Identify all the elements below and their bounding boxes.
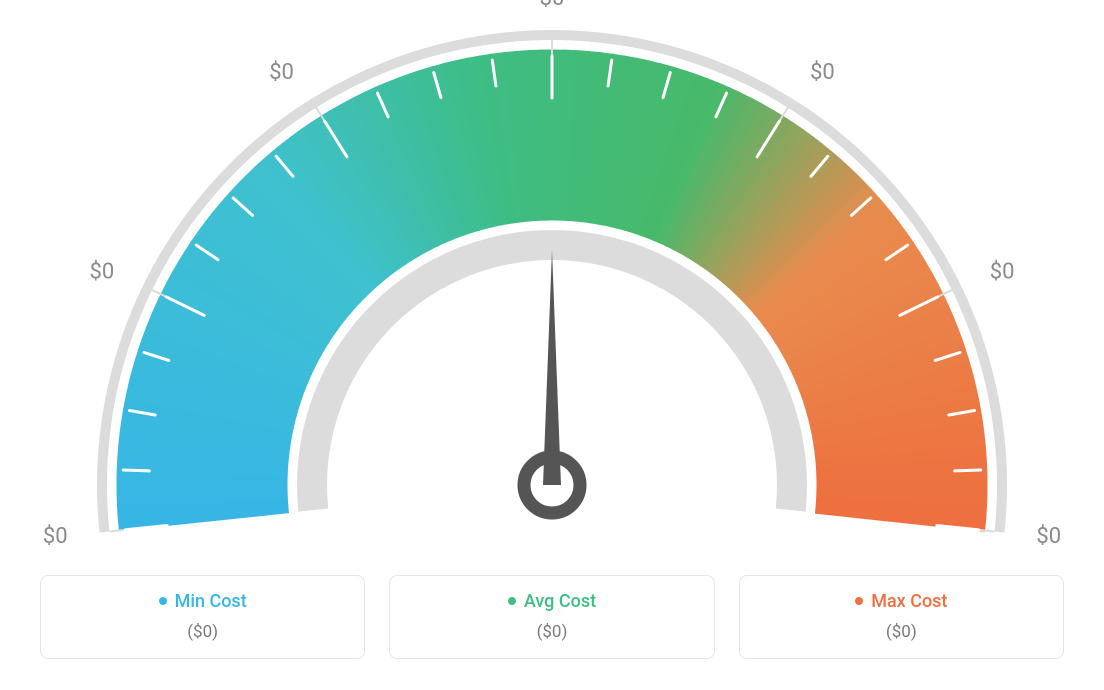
legend-card-avg: Avg Cost ($0) bbox=[389, 575, 714, 659]
legend-value-max: ($0) bbox=[750, 622, 1053, 642]
svg-text:$0: $0 bbox=[269, 60, 294, 85]
legend-label-avg: Avg Cost bbox=[524, 591, 596, 612]
legend-card-min: Min Cost ($0) bbox=[40, 575, 365, 659]
legend-title-avg: Avg Cost bbox=[508, 591, 596, 612]
legend-title-min: Min Cost bbox=[159, 591, 247, 612]
gauge-cost-widget: $0 $0 $0 $0 $0 $0 $0 Min Cost ($0) Avg Cost ($… bbox=[0, 0, 1104, 690]
svg-text:$0: $0 bbox=[990, 260, 1015, 285]
legend-dot-min bbox=[159, 597, 167, 605]
svg-text:$0: $0 bbox=[1036, 524, 1061, 545]
gauge-svg: $0 $0 $0 $0 $0 $0 $0 bbox=[0, 0, 1104, 545]
svg-text:$0: $0 bbox=[540, 0, 565, 11]
legend-label-min: Min Cost bbox=[175, 591, 247, 612]
svg-text:$0: $0 bbox=[90, 260, 115, 285]
legend-row: Min Cost ($0) Avg Cost ($0) Max Cost ($0… bbox=[0, 575, 1104, 659]
svg-text:$0: $0 bbox=[43, 524, 68, 545]
legend-card-max: Max Cost ($0) bbox=[739, 575, 1064, 659]
legend-value-min: ($0) bbox=[51, 622, 354, 642]
legend-dot-avg bbox=[508, 597, 516, 605]
gauge-chart: $0 $0 $0 $0 $0 $0 $0 bbox=[0, 0, 1104, 545]
svg-text:$0: $0 bbox=[810, 60, 835, 85]
legend-dot-max bbox=[855, 597, 863, 605]
legend-value-avg: ($0) bbox=[400, 622, 703, 642]
legend-title-max: Max Cost bbox=[855, 591, 947, 612]
legend-label-max: Max Cost bbox=[871, 591, 947, 612]
